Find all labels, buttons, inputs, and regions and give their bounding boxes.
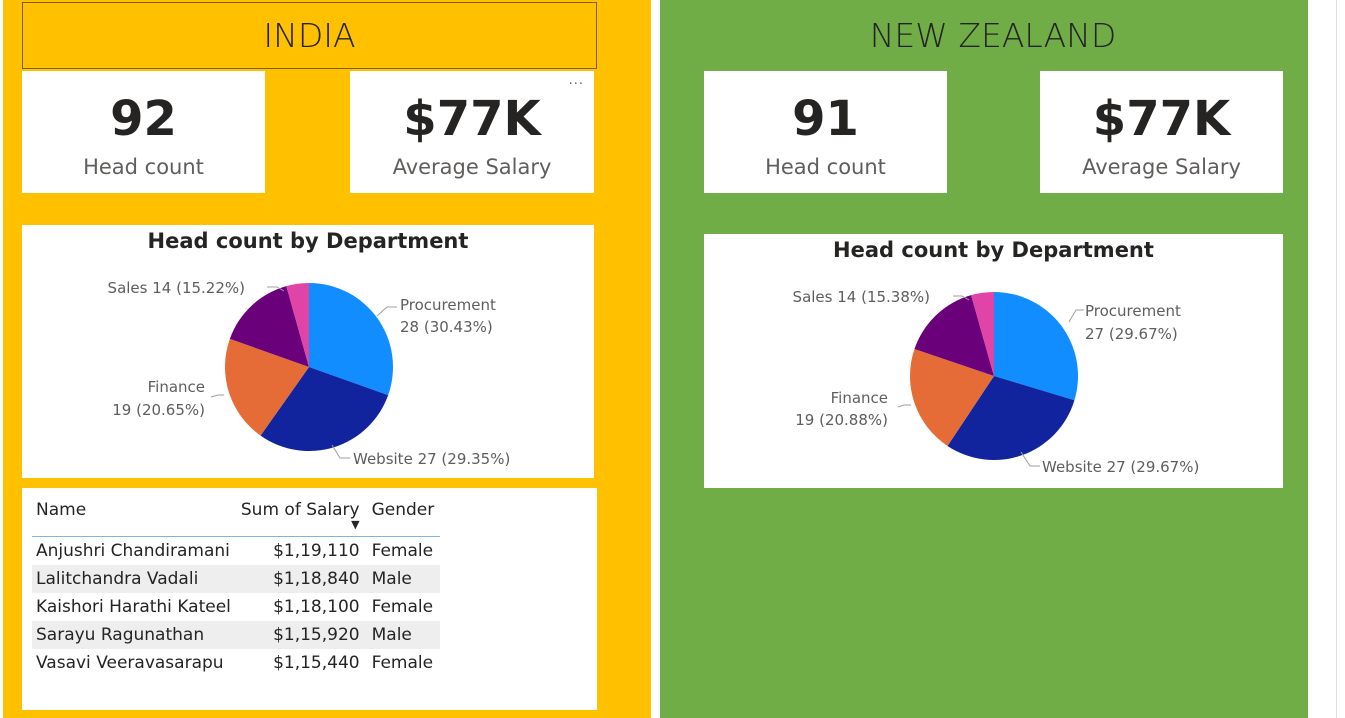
col-header-salary-label: Sum of Salary: [240, 500, 360, 520]
nz-salary-label: Average Salary: [1082, 155, 1241, 179]
cell-gender: Male: [367, 565, 441, 593]
label-finance-name: Finance: [148, 378, 205, 396]
nz-pie-slices: [910, 292, 1079, 460]
more-options-icon[interactable]: ···: [568, 77, 584, 92]
india-headcount-card[interactable]: 92 Head count: [22, 71, 265, 193]
pie-slice-other[interactable]: [971, 292, 994, 376]
leader-line-sales: [267, 286, 285, 292]
india-salary-card[interactable]: ··· $77K Average Salary: [350, 71, 594, 193]
india-title: INDIA: [22, 2, 597, 69]
page-edge-divider: [1336, 0, 1337, 718]
pie-slice-sales[interactable]: [914, 295, 994, 376]
leader-line-website: [1020, 451, 1040, 467]
pie-slice-sales[interactable]: [229, 286, 309, 367]
nz-panel: NEW ZEALAND 91 Head count $77K Average S…: [660, 0, 1308, 718]
cell-salary: $1,15,920: [236, 621, 368, 649]
india-pie-chart[interactable]: Head count by Department Procurement 28 …: [22, 225, 594, 478]
pie-slice-other[interactable]: [286, 283, 309, 367]
nz-chart-title: Head count by Department: [833, 238, 1154, 262]
cell-gender: Male: [367, 621, 441, 649]
leader-line-procurement: [1068, 309, 1084, 323]
india-salary-table[interactable]: Name Sum of Salary ▼ Gender Anjushri Cha…: [22, 488, 597, 710]
col-header-name[interactable]: Name: [32, 496, 237, 537]
sort-descending-icon: ▼: [351, 518, 360, 531]
pie-slice-finance[interactable]: [910, 348, 994, 446]
label-website: Website 27 (29.35%): [353, 450, 510, 468]
india-salary-label: Average Salary: [392, 155, 552, 179]
table-row[interactable]: Sarayu Ragunathan $1,15,920 Male: [32, 621, 441, 649]
cell-gender: Female: [371, 541, 434, 561]
leader-line-finance: [210, 394, 224, 398]
pie-slice-procurement[interactable]: [309, 283, 394, 396]
label-finance-name: Finance: [831, 389, 888, 407]
leader-line-website: [331, 444, 350, 459]
label-procurement-name: Procurement: [400, 296, 496, 314]
nz-headcount-label: Head count: [765, 155, 886, 179]
pie-slice-website[interactable]: [260, 367, 389, 452]
col-header-gender[interactable]: Gender: [367, 496, 441, 537]
cell-name: Sarayu Ragunathan: [32, 621, 237, 649]
salary-table: Name Sum of Salary ▼ Gender Anjushri Cha…: [32, 496, 441, 677]
label-sales: Sales 14 (15.22%): [108, 279, 245, 297]
nz-pie-chart[interactable]: Head count by Department Procurement 27 …: [704, 234, 1283, 488]
nz-salary-value: $77K: [1092, 91, 1231, 147]
col-header-salary[interactable]: Sum of Salary ▼: [236, 496, 368, 537]
nz-title: NEW ZEALAND: [869, 16, 1117, 55]
leader-line-finance: [897, 404, 911, 408]
label-procurement-value: 27 (29.67%): [1085, 325, 1178, 343]
cell-name: Kaishori Harathi Kateel: [36, 597, 231, 617]
cell-salary: $1,18,100: [273, 597, 360, 617]
nz-headcount-value: 91: [792, 91, 859, 147]
label-website: Website 27 (29.67%): [1042, 458, 1199, 476]
table-row[interactable]: Lalitchandra Vadali $1,18,840 Male: [32, 565, 441, 593]
nz-pie-svg: Procurement 27 (29.67%) Website 27 (29.6…: [793, 288, 1200, 476]
india-salary-value: $77K: [403, 91, 541, 147]
label-procurement-name: Procurement: [1085, 302, 1181, 320]
cell-name: Vasavi Veeravasarapu: [36, 653, 224, 673]
label-finance-value: 19 (20.65%): [112, 401, 205, 419]
india-headcount-label: Head count: [83, 155, 204, 179]
cell-gender: Female: [371, 653, 434, 673]
pie-slice-procurement[interactable]: [994, 292, 1079, 401]
table-row[interactable]: Vasavi Veeravasarapu $1,15,440 Female: [32, 649, 440, 677]
india-pie-slices: [224, 283, 394, 452]
cell-name: Anjushri Chandiramani: [36, 541, 230, 561]
leader-line-procurement: [376, 306, 397, 317]
india-headcount-value: 92: [110, 91, 177, 147]
pie-slice-finance[interactable]: [224, 338, 309, 436]
india-panel: INDIA 92 Head count ··· $77K Average Sal…: [3, 0, 651, 718]
leader-line-sales: [953, 295, 970, 301]
cell-salary: $1,19,110: [273, 541, 360, 561]
label-sales: Sales 14 (15.38%): [793, 288, 930, 306]
table-row[interactable]: Anjushri Chandiramani $1,19,110 Female: [32, 537, 440, 566]
label-procurement-value: 28 (30.43%): [400, 318, 493, 336]
india-pie-svg: Procurement 28 (30.43%) Website 27 (29.3…: [108, 279, 511, 468]
pie-slice-website[interactable]: [947, 376, 1075, 460]
label-finance-value: 19 (20.88%): [795, 411, 888, 429]
cell-name: Lalitchandra Vadali: [32, 565, 237, 593]
india-chart-title: Head count by Department: [147, 229, 469, 253]
nz-headcount-card[interactable]: 91 Head count: [704, 71, 947, 193]
table-row[interactable]: Kaishori Harathi Kateel $1,18,100 Female: [32, 593, 440, 621]
cell-salary: $1,15,440: [273, 653, 360, 673]
nz-salary-card[interactable]: $77K Average Salary: [1040, 71, 1283, 193]
cell-gender: Female: [371, 597, 434, 617]
cell-salary: $1,18,840: [236, 565, 368, 593]
